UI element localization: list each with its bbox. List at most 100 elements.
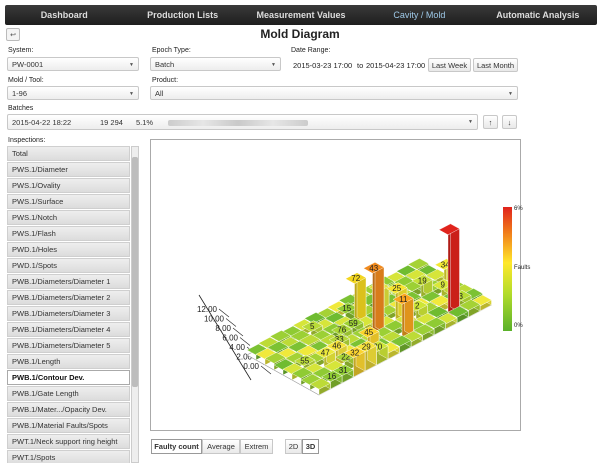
- product-select[interactable]: All ▼: [150, 86, 518, 100]
- mold-cavity-bar: 32: [344, 346, 366, 378]
- bar-top-face: [390, 335, 412, 347]
- inspection-item[interactable]: PWD.1/Spots: [7, 257, 130, 274]
- inspection-item[interactable]: PWS.1/Diameter: [7, 161, 130, 178]
- extrem-button[interactable]: Extrem: [240, 439, 273, 454]
- bar-top-face: [363, 262, 385, 274]
- view-2d-button[interactable]: 2D: [285, 439, 302, 454]
- inspection-item[interactable]: PWT.1/Neck support ring height: [7, 433, 130, 450]
- nav-dashboard[interactable]: Dashboard: [40, 10, 88, 20]
- bar-top-face: [342, 317, 364, 329]
- bar-top-face: [301, 320, 323, 332]
- average-button[interactable]: Average: [202, 439, 240, 454]
- nav-automatic-analysis[interactable]: Automatic Analysis: [496, 10, 580, 20]
- chevron-down-icon: ▼: [271, 62, 276, 68]
- inspection-item[interactable]: Total: [7, 146, 130, 162]
- bar-top-face: [299, 334, 321, 346]
- inspection-item[interactable]: PWS.1/Notch: [7, 209, 130, 226]
- bar-value-label: 9: [441, 281, 446, 290]
- nav-production-lists[interactable]: Production Lists: [147, 10, 219, 20]
- bar-value-label: 45: [364, 328, 373, 337]
- bar-top-face: [321, 370, 343, 382]
- back-button[interactable]: ↩: [6, 28, 20, 41]
- inspection-item[interactable]: PWS.1/Surface: [7, 193, 130, 210]
- nav-measurement-values[interactable]: Measurement Values: [256, 10, 346, 20]
- bar-top-face: [405, 269, 427, 281]
- bar-top-face: [296, 345, 318, 357]
- bar-value-label: 34: [441, 260, 450, 269]
- bar-top-face: [314, 346, 336, 359]
- inspection-item[interactable]: PWB.1/Length: [7, 353, 130, 370]
- bar-value-label: 32: [350, 348, 359, 357]
- date-to-separator: to: [357, 61, 364, 70]
- bar-top-face: [326, 339, 348, 352]
- z-axis-tick-label: 12.00: [197, 305, 218, 314]
- mold-tool-value: 1-96: [12, 88, 28, 98]
- mold-cavity-bar: [438, 223, 460, 319]
- date-from-input[interactable]: 2015-03-23 17:00: [293, 61, 353, 70]
- navbar-inner: Dashboard Production Lists Measurement V…: [5, 5, 597, 25]
- inspections-scrollbar[interactable]: [131, 146, 139, 463]
- last-month-button[interactable]: Last Month: [473, 58, 518, 72]
- system-select[interactable]: PW-0001 ▼: [7, 57, 139, 71]
- inspection-item[interactable]: PWS.1/Flash: [7, 225, 130, 242]
- inspection-item[interactable]: PWB.1/Diameters/Diameter 4: [7, 321, 130, 338]
- date-range-label: Date Range:: [291, 47, 331, 54]
- bar-value-label: 25: [392, 284, 401, 293]
- mold-tool-select[interactable]: 1-96 ▼: [7, 86, 139, 100]
- legend-min: 0%: [514, 323, 523, 329]
- bar-value-label: 19: [418, 276, 427, 285]
- mold-cavity-bar: [309, 377, 331, 396]
- faulty-count-button[interactable]: Faulty count: [151, 439, 202, 454]
- bar-top-face: [407, 258, 429, 270]
- arrow-up-icon: ↑: [488, 117, 493, 127]
- bar-top-face: [447, 305, 469, 318]
- view-3d-button[interactable]: 3D: [302, 439, 319, 454]
- mold-tool-label: Mold / Tool:: [8, 77, 44, 84]
- bar-value-label: 43: [369, 264, 378, 273]
- z-axis-tick-label: 10.00: [204, 315, 225, 324]
- nav-cavity-mold[interactable]: Cavity / Mold: [393, 10, 446, 20]
- legend-max: 6%: [514, 206, 523, 212]
- batch-up-button[interactable]: ↑: [483, 115, 498, 129]
- bar-value-label: 5: [310, 322, 315, 331]
- batches-label: Batches: [8, 105, 34, 112]
- last-week-button[interactable]: Last Week: [428, 58, 471, 72]
- inspection-item[interactable]: PWB.1/Diameters/Diameter 2: [7, 289, 130, 306]
- z-axis-tick: [225, 318, 237, 327]
- inspection-item[interactable]: PWB.1/Material Faults/Spots: [7, 417, 130, 434]
- inspection-item[interactable]: PWB.1/Diameters/Diameter 1: [7, 273, 130, 290]
- mold-cavity-bar: [459, 299, 481, 318]
- chevron-down-icon: ▼: [468, 119, 473, 125]
- bar-value-label: 3: [459, 292, 464, 301]
- z-axis-tick-label: 6.00: [222, 334, 238, 343]
- epoch-type-select[interactable]: Batch ▼: [150, 57, 281, 71]
- mold-cavity-bar: 16: [321, 370, 343, 390]
- z-axis-tick: [239, 337, 251, 346]
- date-to-input[interactable]: 2015-04-23 17:00: [366, 61, 426, 70]
- mold-3d-chart[interactable]: 12.0010.008.006.004.002.000.003491935015…: [150, 139, 521, 431]
- batch-select[interactable]: 2015-04-22 18:22 19 294 5.1% ▼: [7, 114, 478, 130]
- page-title: Mold Diagram: [260, 27, 340, 41]
- z-axis-line: [198, 294, 252, 381]
- bar-value-label: 55: [300, 357, 309, 366]
- inspection-item[interactable]: PWB.1/Contour Dev.: [7, 369, 130, 386]
- batch-down-button[interactable]: ↓: [502, 115, 517, 129]
- bar-top-face: [264, 352, 286, 364]
- inspection-item[interactable]: PWB.1/Gate Length: [7, 385, 130, 402]
- bar-value-label: 47: [321, 348, 330, 357]
- inspection-item[interactable]: PWT.1/Spots: [7, 449, 130, 463]
- bar-side-face: [450, 223, 460, 313]
- inspection-item[interactable]: PWB.1/Diameters/Diameter 3: [7, 305, 130, 322]
- chart-svg: 12.0010.008.006.004.002.000.003491935015…: [197, 223, 493, 396]
- inspection-item[interactable]: PWB.1/Mater.../Opacity Dev.: [7, 401, 130, 418]
- redacted-batch-info: [168, 120, 308, 126]
- inspection-item[interactable]: PWB.1/Diameters/Diameter 5: [7, 337, 130, 354]
- bar-top-face: [267, 341, 289, 353]
- inspection-item[interactable]: PWD.1/Holes: [7, 241, 130, 258]
- bar-value-label: 72: [351, 274, 360, 283]
- bar-top-face: [344, 346, 366, 359]
- inspection-item[interactable]: PWS.1/Ovality: [7, 177, 130, 194]
- scrollbar-thumb[interactable]: [132, 157, 138, 387]
- product-value: All: [155, 88, 164, 98]
- bar-top-face: [424, 317, 446, 329]
